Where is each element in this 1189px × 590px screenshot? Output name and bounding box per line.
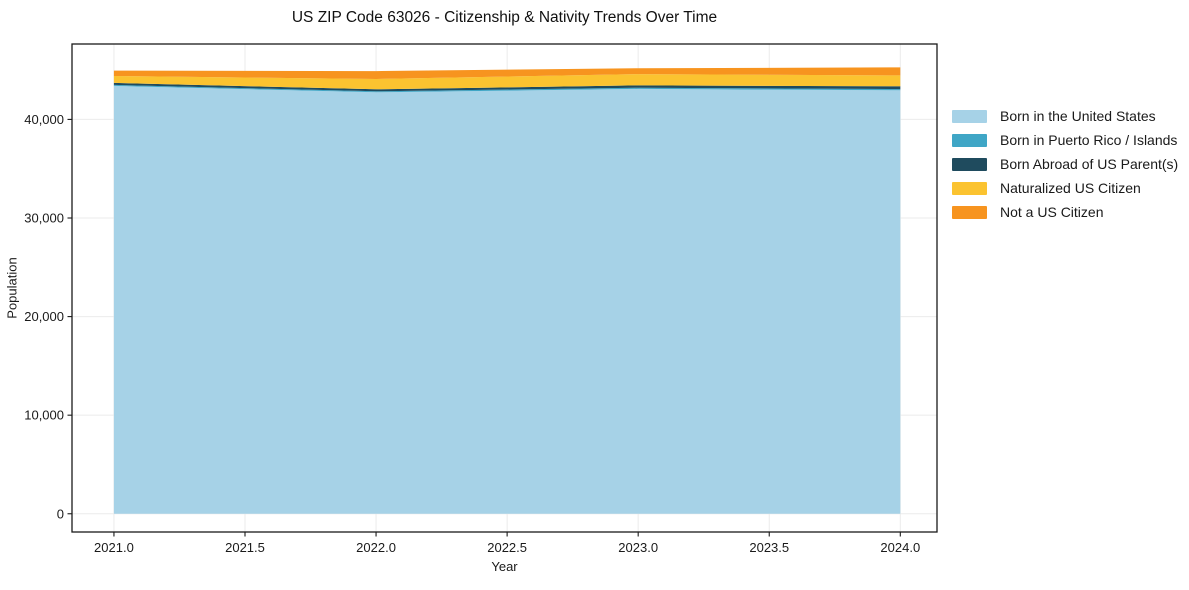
y-tick-label: 40,000 xyxy=(24,112,64,127)
legend-item: Born Abroad of US Parent(s) xyxy=(952,157,1178,171)
plot-frame xyxy=(71,43,938,533)
legend-swatch xyxy=(952,205,987,219)
legend-swatch xyxy=(952,157,987,171)
legend-label: Born in the United States xyxy=(1000,108,1156,124)
x-tick-label: 2022.5 xyxy=(487,540,527,555)
legend-swatch xyxy=(952,181,987,195)
area-naturalized-us-citizen xyxy=(113,74,901,90)
area-not-a-us-citizen xyxy=(113,67,901,79)
legend-item: Naturalized US Citizen xyxy=(952,181,1178,195)
x-tick-label: 2023.0 xyxy=(618,540,658,555)
y-tick-label: 0 xyxy=(57,506,64,521)
legend-swatch xyxy=(952,133,987,147)
area-born-in-puerto-rico-islands xyxy=(113,84,901,93)
x-tick-label: 2023.5 xyxy=(749,540,789,555)
legend-label: Born Abroad of US Parent(s) xyxy=(1000,156,1179,172)
legend-item: Born in the United States xyxy=(952,109,1178,123)
legend-item: Not a US Citizen xyxy=(952,205,1178,219)
y-tick-label: 30,000 xyxy=(24,211,64,226)
y-tick-label: 10,000 xyxy=(24,408,64,423)
chart-title: US ZIP Code 63026 - Citizenship & Nativi… xyxy=(291,9,718,26)
x-tick-label: 2022.0 xyxy=(356,540,396,555)
x-axis-label: Year xyxy=(491,559,518,574)
legend: Born in the United States Born in Puerto … xyxy=(952,109,1178,219)
area-born-abroad-of-us-parent-s xyxy=(113,82,901,92)
x-tick-label: 2021.0 xyxy=(94,540,134,555)
y-tick-label: 20,000 xyxy=(24,309,64,324)
y-axis-label: Population xyxy=(4,257,20,319)
legend-label: Born in Puerto Rico / Islands xyxy=(1000,132,1178,148)
legend-label: Not a US Citizen xyxy=(1000,204,1104,220)
x-tick-label: 2021.5 xyxy=(225,540,265,555)
legend-swatch xyxy=(952,109,987,123)
legend-label: Naturalized US Citizen xyxy=(1000,180,1141,196)
legend-item: Born in Puerto Rico / Islands xyxy=(952,133,1178,147)
area-born-in-the-united-states xyxy=(113,85,901,514)
x-tick-label: 2024.0 xyxy=(880,540,920,555)
